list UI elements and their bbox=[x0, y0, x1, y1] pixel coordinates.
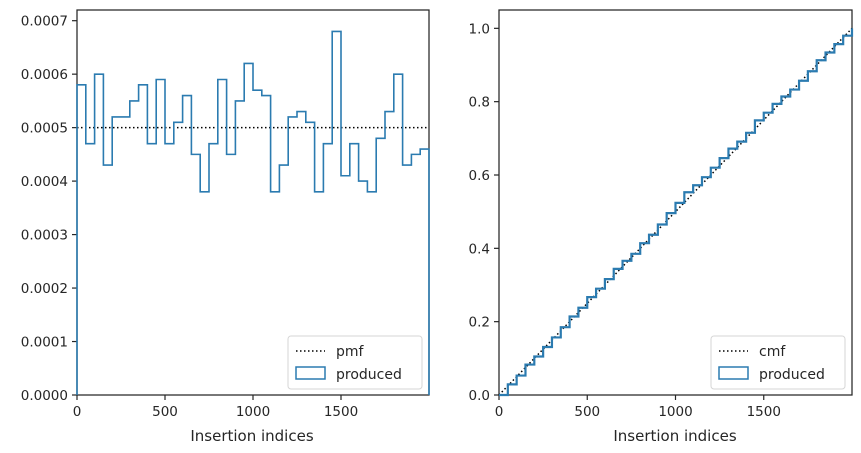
legend: pmf produced bbox=[287, 335, 423, 390]
y-tick-label: 0.0002 bbox=[21, 281, 68, 297]
legend: cmf produced bbox=[710, 335, 846, 390]
series-produced bbox=[499, 28, 854, 397]
y-tick-label: 0.0003 bbox=[21, 228, 68, 244]
legend-swatch-produced bbox=[718, 366, 749, 380]
legend-label-cmf: cmf bbox=[759, 344, 786, 360]
y-tick-label: 0.0 bbox=[469, 388, 490, 404]
y-tick-label: 0.0001 bbox=[21, 335, 68, 351]
chart-right-cmf: 0 500 1000 1500 0.0 0.2 0.4 0.6 0.8 1.0 cmf produce… bbox=[469, 9, 854, 445]
y-tick-label: 0.0000 bbox=[21, 388, 68, 404]
y-tick-label: 0.0004 bbox=[21, 174, 68, 190]
x-tick-label: 500 bbox=[574, 404, 600, 420]
x-axis-label: Insertion indices bbox=[613, 427, 736, 445]
y-tick-label: 0.0005 bbox=[21, 121, 68, 137]
y-tick-label: 0.4 bbox=[469, 241, 490, 257]
y-tick-label: 0.0007 bbox=[21, 14, 68, 30]
legend-label-produced: produced bbox=[336, 367, 402, 383]
x-tick-label: 1500 bbox=[747, 404, 781, 420]
plot-area: 0 500 1000 1500 0.0 0.2 0.4 0.6 0.8 1.0 cmf produce… bbox=[469, 9, 854, 420]
x-axis-label: Insertion indices bbox=[190, 427, 313, 445]
x-tick-label: 1000 bbox=[658, 404, 692, 420]
x-tick-label: 1500 bbox=[324, 404, 358, 420]
legend-label-produced: produced bbox=[759, 367, 825, 383]
x-tick-label: 0 bbox=[495, 404, 504, 420]
y-tick-label: 0.2 bbox=[469, 315, 490, 331]
x-tick-label: 1000 bbox=[236, 404, 270, 420]
chart-left-pmf: 0 500 1000 1500 0.0000 0.0001 0.0002 0.0003 0.00… bbox=[21, 9, 430, 445]
y-tick-label: 0.6 bbox=[469, 168, 490, 184]
legend-label-pmf: pmf bbox=[336, 344, 365, 360]
legend-swatch-produced bbox=[295, 366, 326, 380]
y-tick-label: 0.8 bbox=[469, 95, 490, 111]
legend-box bbox=[710, 335, 846, 390]
y-tick-label: 1.0 bbox=[469, 21, 490, 37]
series-produced bbox=[76, 30, 430, 395]
y-tick-label: 0.0006 bbox=[21, 67, 68, 83]
x-tick-label: 0 bbox=[73, 404, 82, 420]
x-tick-label: 500 bbox=[152, 404, 178, 420]
plot-area: 0 500 1000 1500 0.0000 0.0001 0.0002 0.0003 0.00… bbox=[21, 9, 430, 420]
legend-box bbox=[287, 335, 423, 390]
